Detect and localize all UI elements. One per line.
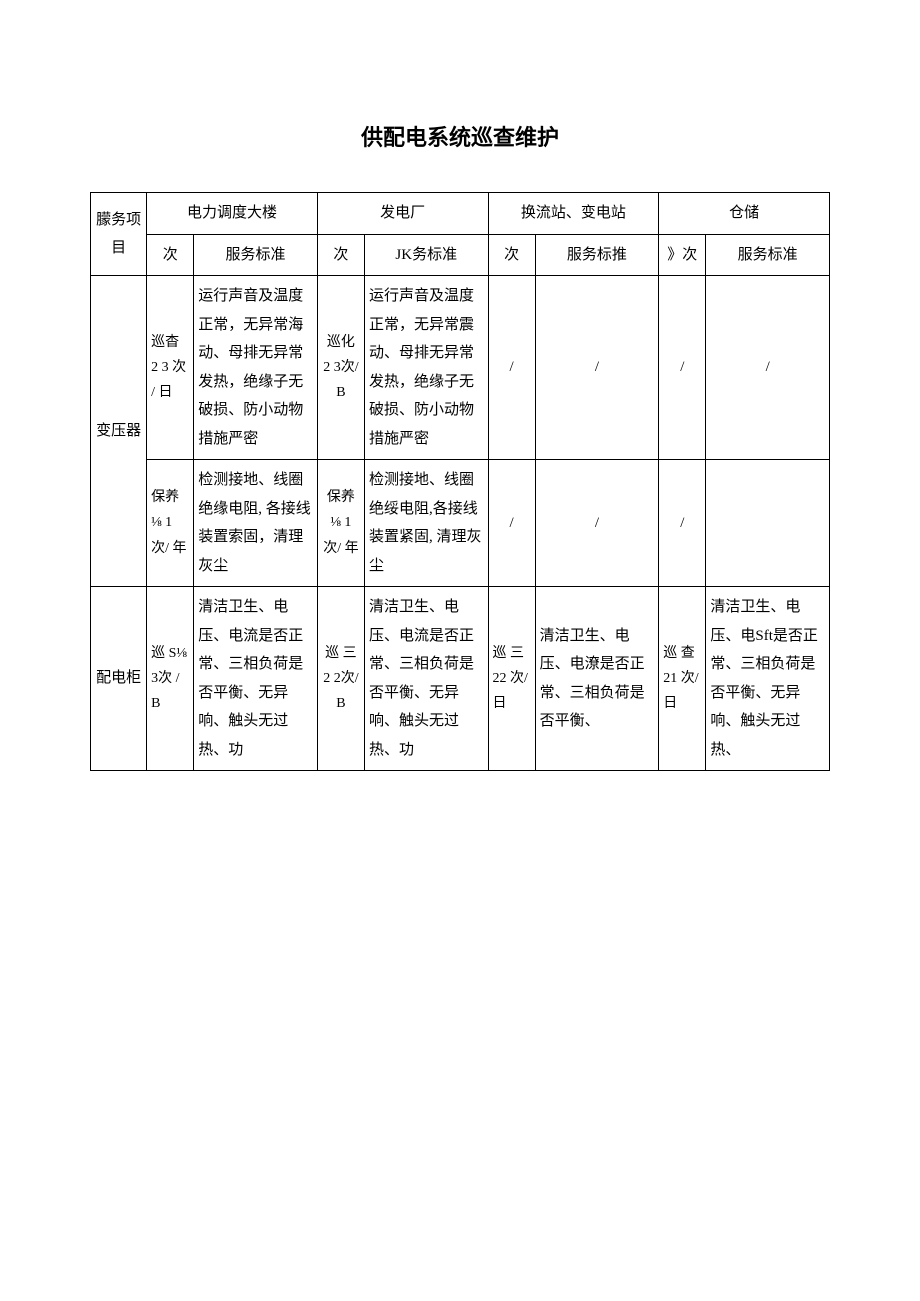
- cell-freq: 巡 三 2 2次/ B: [317, 587, 364, 771]
- hdr-freq-1: 次: [147, 234, 194, 276]
- hdr-freq-4: 》次: [659, 234, 706, 276]
- cell-freq: /: [659, 276, 706, 460]
- cell-std: 清洁卫生、电压、电Sft是否正常、三相负荷是否平衡、无异响、触头无过热、: [706, 587, 830, 771]
- cell-freq: 巡化 2 3次/ B: [317, 276, 364, 460]
- cell-std: 清洁卫生、电压、电流是否正常、三相负荷是否平衡、无异响、触头无过热、功: [194, 587, 318, 771]
- cell-freq: /: [488, 276, 535, 460]
- cell-freq: 保养 ⅛ 1 次/ 年: [317, 460, 364, 587]
- cell-freq: 保养 ⅛ 1 次/ 年: [147, 460, 194, 587]
- cell-freq: 巡杳 2 3 次 / 日: [147, 276, 194, 460]
- table-row: 保养 ⅛ 1 次/ 年 检测接地、线圈绝缘电阻, 各接线装置索固，清理灰尘 保养…: [91, 460, 830, 587]
- hdr-std-4: 服务标准: [706, 234, 830, 276]
- table-row: 配电柜 巡 S⅛ 3次 / B 清洁卫生、电压、电流是否正常、三相负荷是否平衡、…: [91, 587, 830, 771]
- hdr-loc3: 换流站、变电站: [488, 193, 659, 235]
- hdr-item: 朦务项目: [91, 193, 147, 276]
- cell-std: 检测接地、线圈绝缘电阻, 各接线装置索固，清理灰尘: [194, 460, 318, 587]
- cell-freq: 巡 S⅛ 3次 / B: [147, 587, 194, 771]
- header-row-1: 朦务项目 电力调度大楼 发电厂 换流站、变电站 仓储: [91, 193, 830, 235]
- cell-std: /: [535, 276, 659, 460]
- page-title: 供配电系统巡查维护: [90, 120, 830, 152]
- cell-std: 清洁卫生、电压、电潦是否正常、三相负荷是否平衡、: [535, 587, 659, 771]
- hdr-freq-3: 次: [488, 234, 535, 276]
- table-row: 变压器 巡杳 2 3 次 / 日 运行声音及温度正常，无异常海动、母排无异常发热…: [91, 276, 830, 460]
- cell-freq: /: [488, 460, 535, 587]
- hdr-freq-2: 次: [317, 234, 364, 276]
- header-row-2: 次 服务标准 次 JK务标准 次 服务标推 》次 服务标准: [91, 234, 830, 276]
- cell-std: 检测接地、线圈绝绥电阻,各接线装置紧固, 清理灰尘: [364, 460, 488, 587]
- cell-freq: /: [659, 460, 706, 587]
- hdr-std-3: 服务标推: [535, 234, 659, 276]
- cell-std: 运行声音及温度正常，无异常震动、母排无异常发热，绝缘子无破损、防小动物措施严密: [364, 276, 488, 460]
- cell-std: 运行声音及温度正常，无异常海动、母排无异常发热，绝缘子无破损、防小动物措施严密: [194, 276, 318, 460]
- cell-freq: 巡 三 22 次/日: [488, 587, 535, 771]
- hdr-loc2: 发电厂: [317, 193, 488, 235]
- cell-std: [706, 460, 830, 587]
- cell-std: /: [706, 276, 830, 460]
- item-cabinet: 配电柜: [91, 587, 147, 771]
- cell-std: /: [535, 460, 659, 587]
- cell-std: 清洁卫生、电压、电流是否正常、三相负荷是否平衡、无异响、触头无过热、功: [364, 587, 488, 771]
- cell-freq: 巡 查 21 次/日: [659, 587, 706, 771]
- hdr-loc1: 电力调度大楼: [147, 193, 318, 235]
- item-transformer: 变压器: [91, 276, 147, 587]
- hdr-std-2: JK务标准: [364, 234, 488, 276]
- hdr-std-1: 服务标准: [194, 234, 318, 276]
- hdr-loc4: 仓储: [659, 193, 830, 235]
- inspection-table: 朦务项目 电力调度大楼 发电厂 换流站、变电站 仓储 次 服务标准 次 JK务标…: [90, 192, 830, 771]
